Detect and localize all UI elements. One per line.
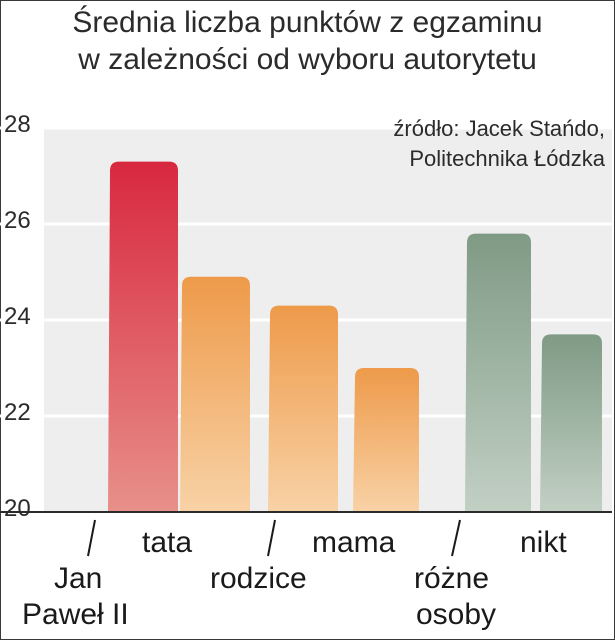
- category-label: różne: [414, 562, 489, 595]
- bar: [540, 334, 602, 512]
- label-leader-line: [451, 519, 461, 557]
- category-label: nikt: [520, 526, 567, 559]
- bars: [108, 161, 602, 512]
- y-tick-label: 22: [4, 399, 31, 426]
- category-label: mama: [312, 526, 396, 559]
- y-tick-label: 28: [4, 111, 31, 138]
- chart-title-line-2: w zależności od wyboru autorytetu: [78, 43, 537, 76]
- bar: [180, 276, 250, 512]
- category-label: osoby: [416, 598, 496, 631]
- bar: [465, 233, 531, 512]
- source-line-1: źródło: Jacek Stańdo,: [393, 116, 605, 141]
- y-tick-label: 20: [4, 495, 31, 522]
- label-leader-line: [267, 519, 276, 557]
- category-label: Jan: [54, 562, 102, 595]
- bar: [268, 305, 338, 512]
- chart-title-line-1: Średnia liczba punktów z egzaminu: [72, 6, 543, 39]
- y-tick-labels: 20 22 24 26 28: [4, 111, 31, 522]
- source-note: źródło: Jacek Stańdo, Politechnika Łódzk…: [393, 114, 605, 174]
- category-label: tata: [142, 526, 192, 559]
- source-line-2: Politechnika Łódzka: [409, 146, 605, 171]
- bar: [353, 368, 419, 512]
- chart-title: Średnia liczba punktów z egzaminu w zale…: [0, 4, 615, 78]
- label-leader-line: [87, 519, 96, 557]
- y-tick-label: 26: [4, 207, 31, 234]
- category-label: rodzice: [210, 562, 307, 595]
- category-label: Paweł II: [22, 598, 129, 631]
- bar: [108, 161, 178, 512]
- y-tick-label: 24: [4, 303, 31, 330]
